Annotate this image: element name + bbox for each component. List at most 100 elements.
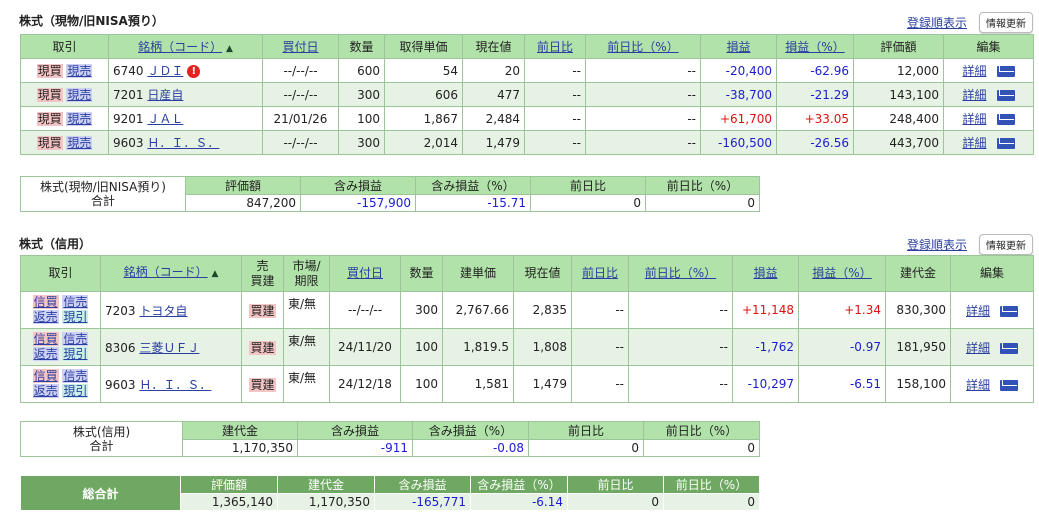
- day-change-pct: --: [585, 58, 701, 83]
- col-header[interactable]: 前日比（%）: [585, 34, 701, 59]
- position-side: 買建: [249, 377, 276, 392]
- market-term: 東/無: [283, 291, 330, 329]
- order-link[interactable]: 登録順表示: [906, 16, 967, 30]
- col-header[interactable]: 銘柄（コード） ▲: [100, 255, 242, 292]
- buy-button[interactable]: 現買: [36, 88, 63, 102]
- profit-loss: -1,762: [732, 328, 799, 366]
- detail-link[interactable]: 詳細: [962, 88, 987, 102]
- col-header[interactable]: 買付日: [262, 34, 339, 59]
- sell-button[interactable]: 現売: [66, 88, 93, 102]
- refresh-button[interactable]: 情報更新: [979, 12, 1033, 33]
- col-header[interactable]: 前日比: [571, 255, 629, 292]
- col-header[interactable]: 前日比（%）: [628, 255, 733, 292]
- sell-button[interactable]: 現売: [66, 136, 93, 150]
- day-change-pct: --: [585, 106, 701, 131]
- stock-name-link[interactable]: 日産自: [147, 88, 184, 102]
- current-price: 2,484: [462, 106, 525, 131]
- section-title-margin: 株式（信用）: [19, 237, 92, 251]
- col-header[interactable]: 損益: [732, 255, 799, 292]
- position-side: 買建: [249, 340, 276, 355]
- col-header: 取引: [20, 255, 101, 292]
- col-header: 含み損益: [297, 421, 413, 440]
- stock-name-link[interactable]: ＪＡＬ: [147, 112, 184, 126]
- col-header: 取引: [20, 34, 109, 59]
- detail-link[interactable]: 詳細: [962, 112, 987, 126]
- margin-sell-button[interactable]: 信売: [62, 295, 89, 309]
- margin-sell-button[interactable]: 信売: [62, 332, 89, 346]
- cost-price: 606: [384, 82, 463, 107]
- delivery-button[interactable]: 現引: [62, 347, 89, 361]
- mail-icon[interactable]: [996, 138, 1015, 149]
- mail-icon[interactable]: [1000, 305, 1018, 317]
- position-side: 買建: [249, 303, 276, 318]
- current-price: 20: [462, 58, 525, 83]
- col-header: 含み損益（%）: [470, 475, 568, 494]
- stock-name-link[interactable]: Ｈ．Ｉ．Ｓ．: [139, 377, 212, 392]
- mail-icon[interactable]: [996, 114, 1015, 125]
- stock-name-link[interactable]: トヨタ自: [139, 303, 188, 318]
- profit-loss-pct: -62.96: [776, 58, 854, 83]
- margin-buy-button[interactable]: 信買: [32, 369, 59, 383]
- col-header[interactable]: 買付日: [329, 255, 401, 292]
- buy-button[interactable]: 現買: [36, 112, 63, 126]
- market-value: 443,700: [853, 130, 944, 155]
- stock-name-link[interactable]: ＪＤＩ: [147, 64, 184, 78]
- margin-buy-button[interactable]: 信買: [32, 295, 59, 309]
- col-header-label: 銘柄（コード）: [123, 265, 208, 279]
- repay-sell-button[interactable]: 返売: [32, 310, 59, 324]
- repay-sell-button[interactable]: 返売: [32, 384, 59, 398]
- cash-summary-table: 株式(現物/旧NISA預り) 合計 評価額 含み損益 含み損益（%） 前日比 前日比（%）…: [20, 176, 760, 212]
- sell-button[interactable]: 現売: [66, 112, 93, 126]
- col-header-label: 建単価: [459, 266, 496, 280]
- buy-date: 24/12/18: [329, 365, 401, 403]
- mail-icon[interactable]: [1000, 379, 1018, 391]
- mail-icon[interactable]: [996, 90, 1015, 101]
- detail-link[interactable]: 詳細: [962, 136, 987, 150]
- buy-button[interactable]: 現買: [36, 64, 63, 78]
- mail-icon[interactable]: [996, 66, 1015, 77]
- profit-loss-pct: -6.51: [798, 365, 886, 403]
- profit-loss: -160,500: [700, 130, 777, 155]
- open-price: 1,819.5: [442, 328, 514, 366]
- margin-sell-button[interactable]: 信売: [62, 369, 89, 383]
- refresh-button[interactable]: 情報更新: [979, 234, 1033, 255]
- col-header[interactable]: 損益（%）: [776, 34, 854, 59]
- quantity: 100: [400, 328, 443, 366]
- col-header-label: 損益（%）: [785, 40, 845, 54]
- col-header[interactable]: 損益: [700, 34, 777, 59]
- col-header-label: 現在値: [475, 40, 512, 54]
- mail-icon[interactable]: [1000, 342, 1018, 354]
- delivery-button[interactable]: 現引: [62, 384, 89, 398]
- profit-loss-pct: +33.05: [776, 106, 854, 131]
- detail-link[interactable]: 詳細: [962, 64, 987, 78]
- margin-buy-button[interactable]: 信買: [32, 332, 59, 346]
- cash-holdings-table: 取引 銘柄（コード） ▲ 買付日 数量 取得単価 現在値 前日比 前日比（%） 損益 損益（%） 評…: [20, 34, 1034, 155]
- stock-name-link[interactable]: Ｈ．Ｉ．Ｓ．: [147, 136, 220, 150]
- section2-actions: 登録順表示 情報更新: [907, 234, 1033, 255]
- position-value: 158,100: [885, 365, 951, 403]
- total-value: -6.14: [470, 493, 568, 511]
- stock-code: 6740: [113, 64, 144, 78]
- day-change: --: [524, 130, 586, 155]
- detail-link[interactable]: 詳細: [965, 340, 990, 355]
- detail-link[interactable]: 詳細: [965, 303, 990, 318]
- col-header-label: 取引: [48, 266, 73, 280]
- stock-code: 7201: [113, 88, 144, 102]
- buy-button[interactable]: 現買: [36, 136, 63, 150]
- total-value: 0: [663, 493, 760, 511]
- sell-button[interactable]: 現売: [66, 64, 93, 78]
- col-header: 含み損益（%）: [412, 421, 529, 440]
- col-header[interactable]: 前日比: [524, 34, 586, 59]
- col-header[interactable]: 銘柄（コード） ▲: [108, 34, 263, 59]
- delivery-button[interactable]: 現引: [62, 310, 89, 324]
- table-row: 信買 信売 返売 現引 8306 三菱ＵＦＪ 買建 東/無 24/11/20 100…: [20, 328, 1034, 366]
- warning-icon[interactable]: !: [187, 65, 201, 78]
- market-term: 東/無: [283, 365, 330, 403]
- col-header[interactable]: 損益（%）: [798, 255, 886, 292]
- summary-value: -0.08: [412, 439, 529, 457]
- order-link[interactable]: 登録順表示: [906, 238, 967, 252]
- detail-link[interactable]: 詳細: [965, 377, 990, 392]
- repay-sell-button[interactable]: 返売: [32, 347, 59, 361]
- stock-name-link[interactable]: 三菱ＵＦＪ: [139, 340, 200, 355]
- col-header-label: 前日比（%）: [607, 40, 679, 54]
